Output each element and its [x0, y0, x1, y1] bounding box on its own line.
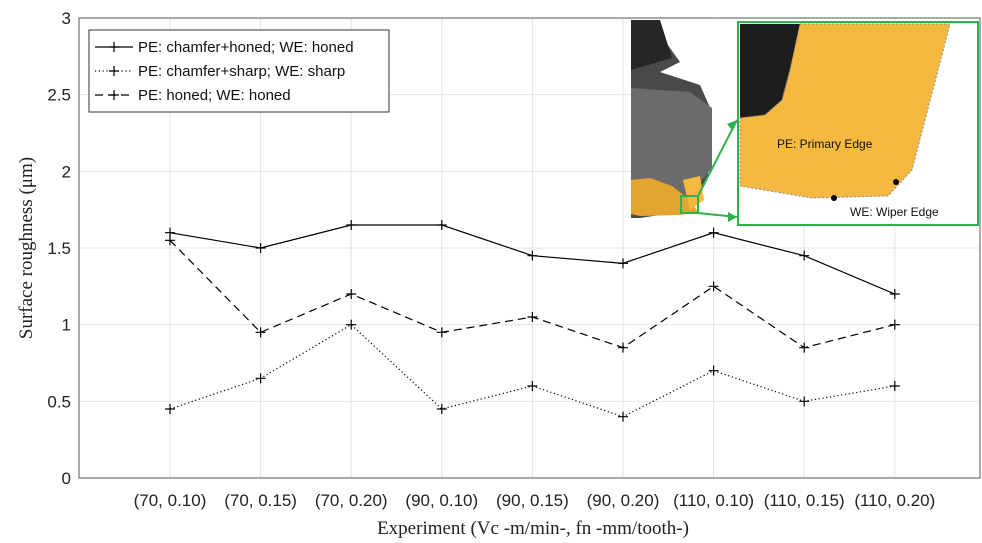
- x-tick-label: (70, 0.15): [224, 491, 297, 510]
- data-point-marker: [618, 258, 628, 269]
- data-point-marker: [799, 342, 810, 353]
- data-point-marker: [436, 220, 447, 230]
- data-point-marker: [708, 227, 719, 238]
- legend: PE: chamfer+honed; WE: honed PE: chamfer+…: [88, 29, 390, 113]
- y-tick-label: 2: [62, 162, 71, 181]
- x-tick-label: (90, 0.20): [587, 491, 660, 510]
- zoom-arrow-bottom: [728, 212, 737, 222]
- plot-area-frame: [78, 17, 981, 479]
- primary-edge-point: [893, 179, 899, 185]
- data-point-marker: [436, 404, 447, 414]
- y-tick-label: 0.5: [47, 392, 71, 411]
- zoom-arrow-top: [727, 120, 737, 131]
- data-point-marker: [708, 365, 719, 376]
- y-tick-label: 1: [62, 316, 71, 335]
- data-point-marker: [255, 327, 266, 338]
- y-tick-label: 2.5: [47, 86, 71, 105]
- x-tick-label: (90, 0.15): [496, 491, 569, 510]
- data-point-marker: [255, 373, 266, 384]
- data-point-marker: [799, 396, 810, 407]
- x-tick-label: (110, 0.15): [764, 491, 845, 510]
- legend-label-2: PE: chamfer+sharp; WE: sharp: [138, 63, 345, 80]
- legend-marker-1: [109, 42, 119, 52]
- zoom-source-box: [680, 195, 699, 214]
- zoomed-insert-shape: [739, 23, 951, 199]
- legend-label-3: PE: honed; WE: honed: [138, 87, 291, 104]
- data-point-marker: [346, 289, 357, 299]
- data-point-marker: [527, 381, 538, 391]
- data-point-marker: [436, 327, 447, 338]
- data-point-marker: [165, 404, 175, 414]
- zoom-dark-body: [740, 24, 800, 118]
- x-tick-label: (90, 0.10): [405, 491, 478, 510]
- legend-marker-3: [109, 90, 119, 100]
- x-tick-label: (110, 0.20): [854, 491, 935, 510]
- data-point-marker: [255, 243, 266, 253]
- data-point-marker: [346, 319, 357, 330]
- data-point-marker: [165, 235, 175, 246]
- zoom-connector-top: [697, 119, 738, 197]
- y-tick-label: 1.5: [47, 239, 71, 258]
- y-tick-label: 3: [62, 9, 71, 28]
- data-point-marker: [889, 289, 900, 299]
- data-point-marker: [618, 342, 628, 353]
- x-tick-label: (70, 0.20): [315, 491, 388, 510]
- series-lines: [165, 220, 900, 422]
- data-point-marker: [799, 250, 810, 261]
- axes: [78, 17, 981, 479]
- y-tick-label: 0: [62, 469, 71, 488]
- legend-label-1: PE: chamfer+honed; WE: honed: [138, 39, 354, 56]
- data-point-marker: [527, 250, 538, 261]
- data-point-marker: [527, 312, 538, 322]
- tool-inset-illustration: PE: Primary Edge WE: Wiper Edge: [631, 20, 979, 226]
- data-point-marker: [346, 220, 357, 230]
- tick-labels: 0 0.5 1 1.5 2 2.5 3 (70, 0.10) (70, 0.15) (70, 0.…: [47, 9, 935, 510]
- primary-edge-label: PE: Primary Edge: [777, 137, 873, 151]
- data-point-marker: [708, 281, 719, 292]
- wiper-edge-label: WE: Wiper Edge: [850, 205, 939, 219]
- x-tick-label: (110, 0.10): [673, 491, 754, 510]
- data-point-marker: [618, 411, 628, 422]
- x-tick-label: (70, 0.10): [134, 491, 207, 510]
- tool-shadow-shape: [631, 20, 672, 70]
- legend-marker-2: [109, 66, 119, 76]
- data-point-marker: [889, 381, 900, 391]
- x-axis-title: Experiment (Vc -m/min-, fn -mm/tooth-): [377, 518, 689, 539]
- wiper-edge-point: [831, 195, 837, 201]
- y-axis-title: Surface roughness (μm): [16, 157, 37, 339]
- legend-box: [88, 29, 390, 113]
- data-point-marker: [889, 319, 900, 330]
